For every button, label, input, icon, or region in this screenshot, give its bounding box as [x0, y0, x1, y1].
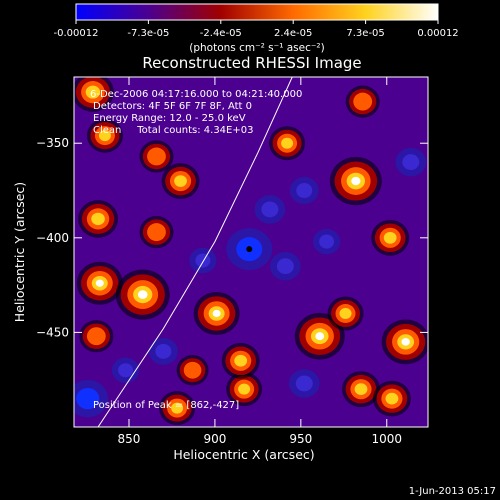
info-clean-counts: Clean Total counts: 4.34E+03 — [93, 125, 253, 136]
intensity-blob — [74, 379, 109, 418]
intensity-blob — [139, 216, 174, 249]
intensity-blob — [312, 228, 341, 255]
colorbar-ticks: -0.00012 -7.3e-05 -2.4e-05 2.4e-05 7.3e-05 0.… — [54, 20, 459, 39]
x-tick-label: 850 — [118, 432, 141, 446]
peak-position-text: Position of Peak = [862,-427] — [93, 400, 239, 411]
intensity-blob — [345, 85, 380, 118]
intensity-blob — [76, 261, 123, 305]
intensity-blob — [270, 251, 301, 281]
colorbar-unit-label: (photons cm⁻² s⁻¹ asec⁻²) — [189, 42, 324, 54]
colorbar-tick-label: 2.4e-05 — [274, 28, 312, 39]
colorbar-tick-label: -2.4e-05 — [200, 28, 242, 39]
intensity-blob — [269, 126, 306, 161]
y-tick-label: −350 — [36, 136, 69, 150]
axis-ticks: 850 900 950 1000 −450 −400 −350 — [36, 77, 428, 446]
info-energy-range: Energy Range: 12.0 - 25.0 keV — [93, 113, 246, 124]
info-time-range: 6-Dec-2006 04:17:16.000 to 04:21:40.000 — [90, 89, 302, 100]
intensity-blob — [78, 200, 119, 238]
intensity-blob — [288, 369, 320, 398]
y-axis-label: Heliocentric Y (arcsec) — [12, 182, 27, 322]
plot-frame — [73, 76, 429, 428]
intensity-blob — [329, 156, 382, 206]
colorbar-tick-label: 0.00012 — [417, 28, 458, 39]
intensity-blob — [86, 118, 123, 153]
intensity-blob — [289, 177, 319, 205]
intensity-blob — [381, 319, 428, 365]
intensity-blob — [74, 77, 114, 112]
peak-marker — [246, 246, 253, 253]
plot-title: Reconstructed RHESSI Image — [142, 54, 361, 72]
intensity-blob — [254, 195, 286, 224]
x-tick-label: 950 — [289, 432, 312, 446]
intensity-blob — [139, 140, 174, 173]
info-block: 6-Dec-2006 04:17:16.000 to 04:21:40.000 … — [90, 89, 302, 136]
colorbar-strip — [75, 3, 439, 21]
colorbar-tick-label: 7.3e-05 — [346, 28, 384, 39]
intensity-blob — [226, 372, 263, 407]
intensity-blob — [327, 296, 364, 331]
intensity-blob — [371, 219, 410, 256]
intensity-blob — [111, 357, 140, 383]
intensity-blob — [372, 380, 411, 417]
x-tick-label: 1000 — [371, 432, 402, 446]
info-detectors: Detectors: 4F 5F 6F 7F 8F, Att 0 — [93, 101, 252, 112]
x-tick-label: 900 — [203, 432, 226, 446]
intensity-blob — [221, 342, 260, 379]
intensity-map — [74, 77, 428, 426]
colorbar: -0.00012 -7.3e-05 -2.4e-05 2.4e-05 7.3e-05 0.… — [54, 3, 459, 54]
footer-date: 1-Jun-2013 05:17 — [409, 486, 496, 497]
intensity-blob — [159, 391, 196, 426]
x-axis-label: Heliocentric X (arcsec) — [173, 447, 314, 462]
intensity-blob — [115, 269, 170, 320]
intensity-blob — [341, 371, 380, 408]
solar-limb-line — [97, 77, 293, 427]
intensity-blob — [148, 337, 178, 365]
colorbar-tick-label: -0.00012 — [54, 28, 99, 39]
intensity-blob — [161, 163, 200, 199]
intensity-blob — [176, 355, 209, 386]
intensity-blob — [79, 320, 114, 353]
image-area — [74, 77, 428, 427]
y-tick-label: −400 — [36, 231, 69, 245]
intensity-blob — [395, 147, 427, 177]
intensity-blob — [193, 291, 240, 335]
intensity-blob — [189, 247, 217, 274]
colorbar-tick-label: -7.3e-05 — [127, 28, 169, 39]
y-tick-label: −450 — [36, 325, 69, 339]
